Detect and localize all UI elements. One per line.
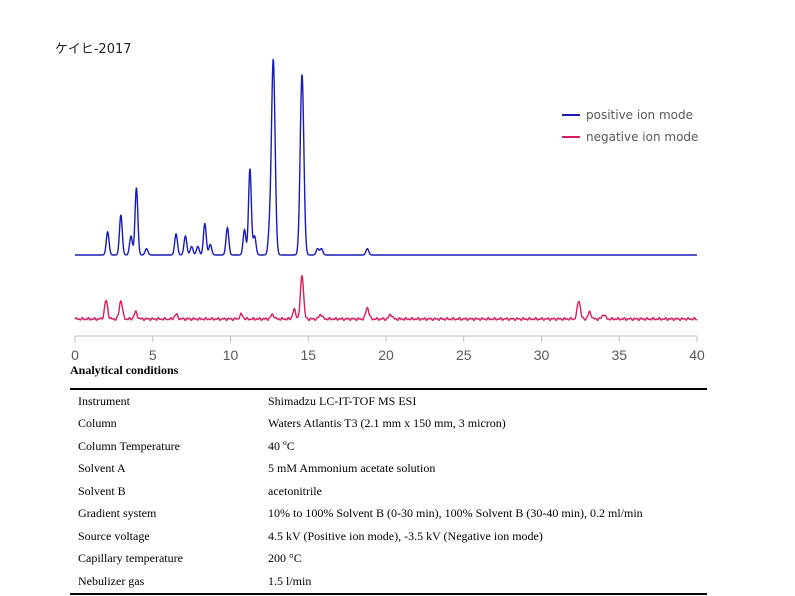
parameter-cell: Gradient system [78,506,157,521]
parameter-cell: Source voltage [78,528,150,543]
table-row: Column Temperature 40 ºC [70,435,707,458]
series-line-positive [75,58,697,256]
x-tick-label: 10 [223,347,239,363]
table-row: Solvent B acetonitrile [70,480,707,503]
table-row: Nebulizer gas 1.5 l/min [70,570,707,594]
value-cell: 10% to 100% Solvent B (0-30 min), 100% S… [268,506,643,521]
x-tick-label: 15 [300,347,316,363]
series-line-negative [74,274,698,322]
x-tick-label: 25 [456,347,472,363]
parameter-cell: Column [78,416,117,431]
parameter-cell: Solvent B [78,483,126,498]
table-row: Instrument Shimadzu LC-IT-TOF MS ESI [70,389,707,413]
parameter-cell: Solvent A [78,461,126,476]
parameter-cell: Instrument [78,393,130,408]
value-cell: Shimadzu LC-IT-TOF MS ESI [268,393,417,408]
x-axis-ticks: 0 5 10 15 20 25 30 35 40 [71,336,705,363]
page-title: ケイヒ-2017 [55,42,132,57]
table-row: Solvent A 5 mM Ammonium acetate solution [70,458,707,481]
value-cell: 200 °C [268,551,302,566]
conditions-heading: Analytical conditions [70,363,179,377]
parameter-cell: Column Temperature [78,438,180,453]
value-cell: 1.5 l/min [268,573,312,588]
legend-label-negative: negative ion mode [586,130,698,144]
value-cell: 40 ºC [268,438,295,453]
value-cell: 4.5 kV (Positive ion mode), -3.5 kV (Neg… [268,528,543,543]
value-cell: Waters Atlantis T3 (2.1 mm x 150 mm, 3 m… [268,416,506,431]
trace-group [74,58,698,322]
legend-label-positive: positive ion mode [586,108,693,122]
chromatogram-chart: 0 5 10 15 20 25 30 35 40 positive ion mode negat… [71,58,705,363]
table-row: Column Waters Atlantis T3 (2.1 mm x 150 m… [70,413,707,436]
x-tick-label: 20 [378,347,394,363]
legend: positive ion mode negative ion mode [562,108,698,144]
table-row: Source voltage 4.5 kV (Positive ion mode)… [70,525,707,548]
value-cell: 5 mM Ammonium acetate solution [268,461,436,476]
value-cell: acetonitrile [268,483,322,498]
x-tick-label: 35 [611,347,627,363]
table-row: Gradient system 10% to 100% Solvent B (0-… [70,503,707,526]
x-tick-label: 40 [689,347,705,363]
parameter-cell: Capillary temperature [78,551,183,566]
table-row: Capillary temperature 200 °C [70,548,707,571]
x-tick-label: 5 [149,347,157,363]
x-tick-label: 30 [534,347,550,363]
x-tick-label: 0 [71,347,79,363]
parameter-cell: Nebulizer gas [78,573,145,588]
conditions-table: Instrument Shimadzu LC-IT-TOF MS ESI Colum… [70,388,707,595]
